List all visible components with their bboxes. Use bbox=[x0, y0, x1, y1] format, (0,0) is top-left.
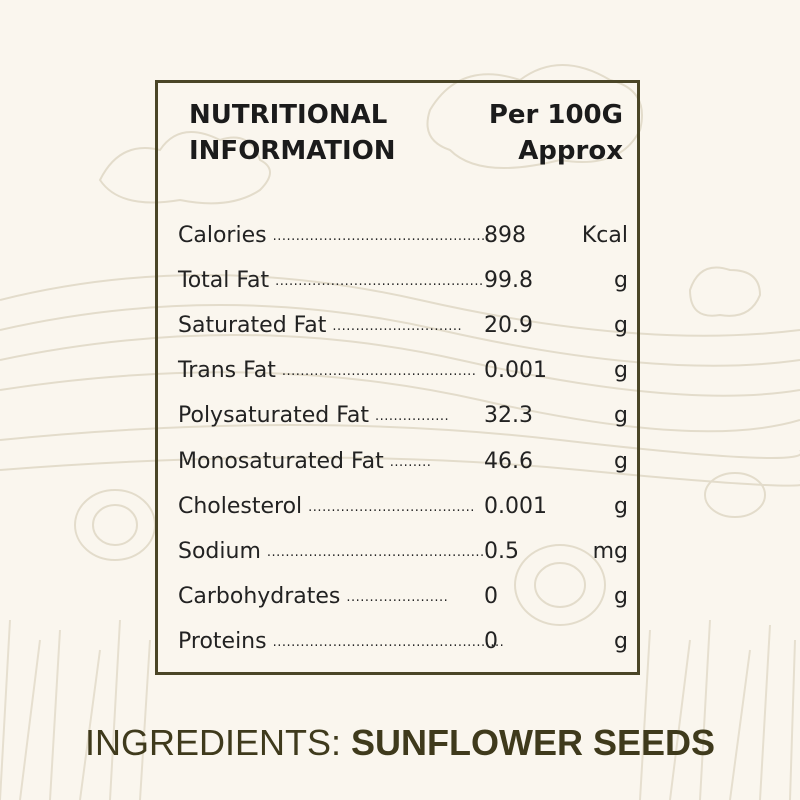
nutrition-panel: NUTRITIONAL INFORMATION Per 100G Approx … bbox=[155, 80, 640, 675]
nutrient-label: Monosaturated Fat bbox=[178, 449, 384, 474]
nutrient-label: Proteins bbox=[178, 629, 267, 654]
ingredients-prefix: INGREDIENTS: bbox=[84, 722, 351, 763]
nutrient-value: 0.5 bbox=[484, 539, 519, 564]
nutrition-title: NUTRITIONAL INFORMATION bbox=[189, 97, 396, 169]
nutrient-row-carbohydrates: Carbohydrates...................... 0 g bbox=[178, 584, 628, 614]
dot-leader: ......... bbox=[389, 455, 432, 470]
nutrient-label: Total Fat bbox=[178, 268, 270, 293]
nutrient-unit: g bbox=[614, 403, 628, 428]
ingredients-value: SUNFLOWER SEEDS bbox=[351, 722, 716, 763]
nutrient-label: Carbohydrates bbox=[178, 584, 341, 609]
nutrient-value: 32.3 bbox=[484, 403, 533, 428]
nutrient-unit: g bbox=[614, 449, 628, 474]
per-line-2: Approx bbox=[518, 136, 623, 166]
nutrient-row-total-fat: Total Fat...............................… bbox=[178, 268, 628, 298]
nutrient-unit: g bbox=[614, 268, 628, 293]
nutrient-label: Trans Fat bbox=[178, 358, 276, 383]
title-line-1: NUTRITIONAL bbox=[189, 100, 388, 130]
dot-leader: ................ bbox=[374, 409, 450, 424]
nutrient-value: 46.6 bbox=[484, 449, 533, 474]
dot-leader: .................................... bbox=[308, 500, 475, 515]
nutrient-label: Calories bbox=[178, 223, 267, 248]
nutrient-value: 99.8 bbox=[484, 268, 533, 293]
nutrient-unit: Kcal bbox=[581, 223, 628, 248]
nutrient-unit: g bbox=[614, 584, 628, 609]
nutrient-unit: g bbox=[614, 629, 628, 654]
dot-leader: ...................... bbox=[346, 590, 449, 605]
nutrient-row-polysaturated-fat: Polysaturated Fat................ 32.3 g bbox=[178, 403, 628, 433]
nutrient-value: 898 bbox=[484, 223, 526, 248]
serving-basis: Per 100G Approx bbox=[489, 97, 623, 169]
nutrient-label: Sodium bbox=[178, 539, 261, 564]
ingredients-line: INGREDIENTS: SUNFLOWER SEEDS bbox=[0, 722, 800, 764]
dot-leader: ........................................… bbox=[281, 364, 477, 379]
dot-leader: ........................................… bbox=[272, 635, 505, 650]
nutrient-row-proteins: Proteins................................… bbox=[178, 629, 628, 659]
dot-leader: ............................ bbox=[332, 319, 463, 334]
nutrient-value: 0 bbox=[484, 629, 498, 654]
nutrient-row-monosaturated-fat: Monosaturated Fat......... 46.6 g bbox=[178, 449, 628, 479]
nutrient-value: 0.001 bbox=[484, 494, 547, 519]
nutrient-row-cholesterol: Cholesterol.............................… bbox=[178, 494, 628, 524]
nutrient-value: 0 bbox=[484, 584, 498, 609]
nutrient-label: Saturated Fat bbox=[178, 313, 327, 338]
title-line-2: INFORMATION bbox=[189, 136, 396, 166]
nutrient-value: 20.9 bbox=[484, 313, 533, 338]
nutrient-row-sodium: Sodium..................................… bbox=[178, 539, 628, 569]
nutrient-unit: mg bbox=[592, 539, 628, 564]
per-line-1: Per 100G bbox=[488, 100, 623, 130]
dot-leader: ........................................… bbox=[275, 274, 484, 289]
nutrient-row-saturated-fat: Saturated Fat...........................… bbox=[178, 313, 628, 343]
nutrient-unit: g bbox=[614, 358, 628, 383]
nutrient-value: 0.001 bbox=[484, 358, 547, 383]
nutrient-row-trans-fat: Trans Fat...............................… bbox=[178, 358, 628, 388]
nutrient-row-calories: Calories................................… bbox=[178, 223, 628, 253]
nutrient-unit: g bbox=[614, 313, 628, 338]
nutrient-label: Cholesterol bbox=[178, 494, 303, 519]
dot-leader: ........................................… bbox=[272, 229, 491, 244]
nutrient-label: Polysaturated Fat bbox=[178, 403, 369, 428]
nutrient-unit: g bbox=[614, 494, 628, 519]
dot-leader: ........................................… bbox=[266, 545, 485, 560]
